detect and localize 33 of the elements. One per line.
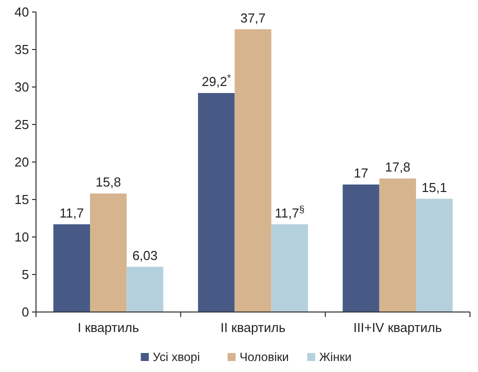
- bar: [379, 178, 416, 312]
- data-label: 17: [354, 166, 368, 180]
- x-tick-label: I квартиль: [78, 320, 140, 335]
- data-label: 6,03: [132, 248, 158, 263]
- bar: [234, 29, 272, 312]
- y-tick-label: 20: [14, 154, 29, 170]
- bar: [416, 198, 453, 312]
- bar: [342, 184, 380, 312]
- legend-label: Жінки: [319, 350, 352, 364]
- data-label: 29,2$^{*}$: [202, 72, 232, 89]
- data-label: 11,7$^{§}$: [274, 204, 305, 220]
- data-label: 11,7: [60, 205, 84, 220]
- data-label: 17,8: [385, 160, 410, 174]
- y-tick-label: 40: [14, 4, 29, 20]
- y-tick-label: 35: [14, 42, 29, 58]
- legend-label: Чоловіки: [240, 350, 289, 364]
- data-label: 15,8: [96, 174, 121, 190]
- bar: [53, 224, 90, 312]
- x-tick-label: III+IV квартиль: [353, 320, 442, 335]
- x-tick-label: II квартиль: [220, 320, 286, 335]
- y-tick-label: 30: [14, 80, 29, 95]
- y-tick-label: 0: [22, 304, 29, 320]
- y-tick-label: 15: [14, 192, 29, 208]
- bar: [198, 93, 235, 312]
- y-tick-label: 25: [14, 117, 29, 132]
- bar: [271, 224, 308, 312]
- bar: [90, 194, 127, 312]
- y-tick-label: 5: [22, 267, 29, 282]
- data-label: 37,7: [240, 10, 266, 26]
- data-label: 15,1: [422, 180, 447, 195]
- bar: [126, 266, 164, 312]
- y-tick-label: 10: [14, 230, 29, 245]
- legend-label: Усі хворі: [152, 350, 200, 364]
